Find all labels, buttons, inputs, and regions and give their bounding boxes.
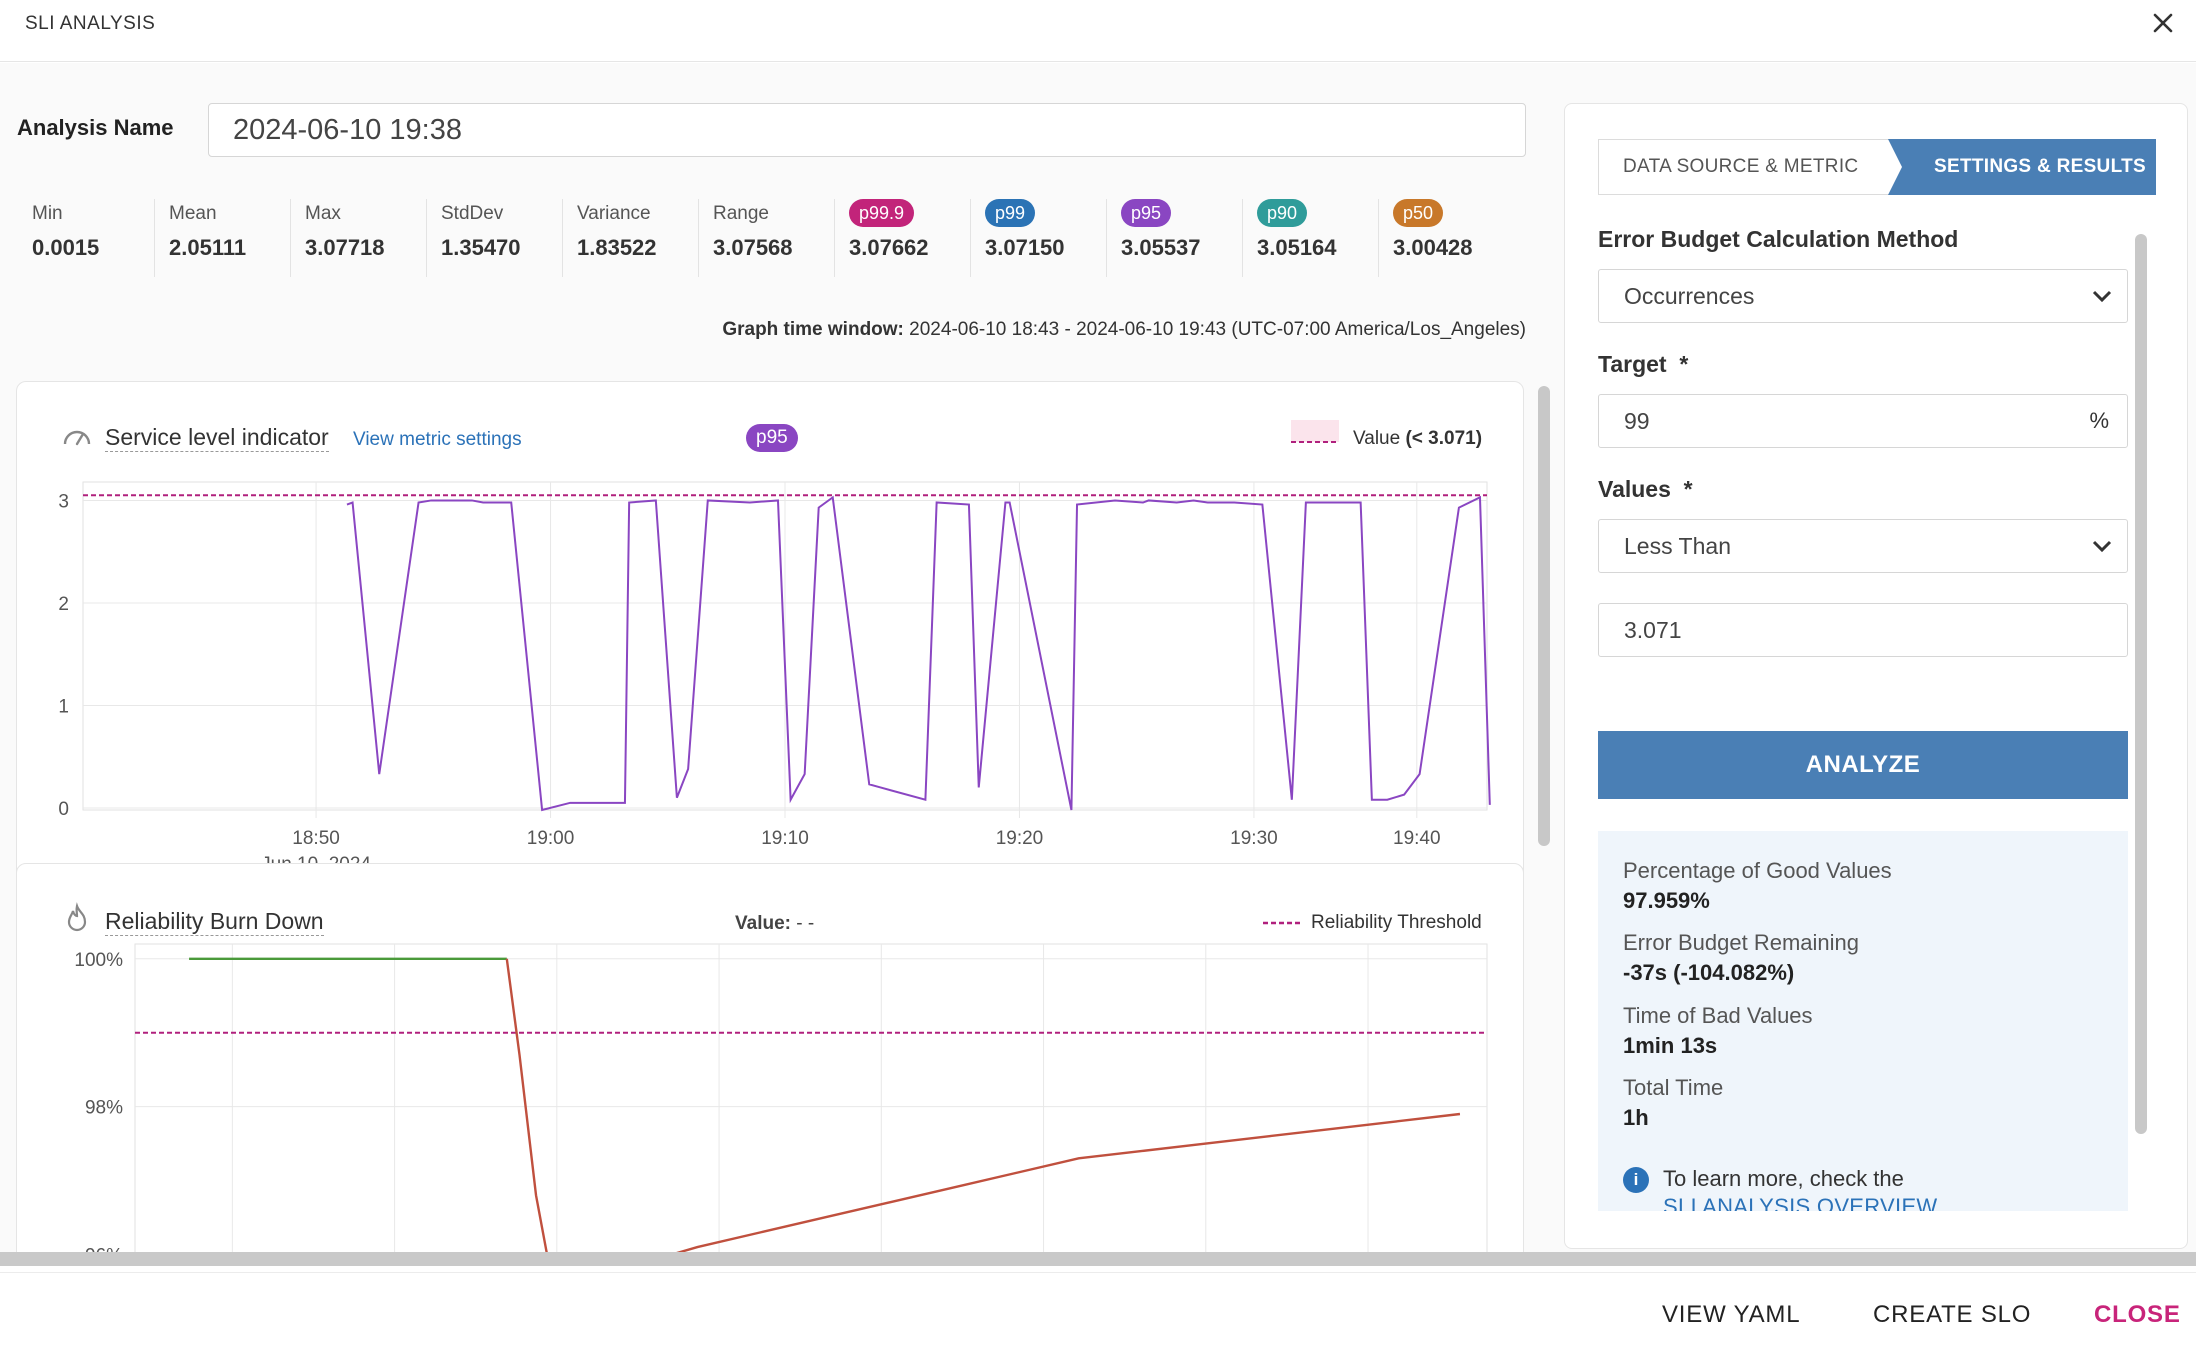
result-error-budget: Error Budget Remaining -37s (-104.082%): [1623, 930, 1860, 985]
required-mark: *: [1683, 476, 1693, 502]
horizontal-scrollbar[interactable]: [0, 1252, 2196, 1266]
p95-chart-badge: p95: [746, 424, 798, 452]
modal-title: SLI ANALYSIS: [25, 13, 156, 34]
analyze-button[interactable]: ANALYZE: [1598, 731, 2128, 799]
values-label: Values *: [1598, 476, 1693, 502]
p99-9-badge: p99.9: [849, 199, 915, 227]
stat-p90: p90 3.05164: [1242, 199, 1378, 277]
close-button[interactable]: CLOSE: [2094, 1301, 2181, 1328]
burn-series-burn: [505, 958, 1461, 1264]
x-tick-label: 19:30: [1230, 828, 1278, 849]
sli-chart-title: Service level indicator: [105, 424, 329, 452]
p99-badge: p99: [985, 199, 1036, 227]
result-bad-time: Time of Bad Values 1min 13s: [1623, 1003, 1813, 1058]
stat-min: Min 0.0015: [32, 203, 100, 260]
close-icon[interactable]: [2148, 8, 2178, 38]
learn-more: i To learn more, check the SLI ANALYSIS O…: [1623, 1166, 1942, 1211]
required-mark: *: [1679, 351, 1689, 377]
method-label: Error Budget Calculation Method: [1598, 226, 1959, 252]
chevron-down-icon: [2092, 540, 2112, 553]
x-tick-label: 19:20: [996, 828, 1044, 849]
legend-swatch: [1291, 420, 1339, 442]
burn-down-title: Reliability Burn Down: [105, 908, 324, 936]
p90-badge: p90: [1257, 199, 1308, 227]
sli-analysis-overview-link[interactable]: SLI ANALYSIS OVERVIEW.: [1663, 1194, 1943, 1211]
settings-panel: DATA SOURCE & METRIC SETTINGS & RESULTS …: [1564, 103, 2188, 1249]
analysis-name-input[interactable]: 2024-06-10 19:38: [208, 103, 1526, 157]
y-tick-label: 1: [58, 697, 69, 718]
values-operator-select[interactable]: Less Than: [1598, 519, 2128, 573]
modal-header: SLI ANALYSIS: [0, 0, 2196, 62]
x-tick-label: 19:40: [1393, 828, 1441, 849]
graph-time-window-label: Graph time window:: [722, 319, 904, 340]
plot-frame: [134, 943, 1488, 1264]
wizard-steps: DATA SOURCE & METRIC SETTINGS & RESULTS: [1598, 139, 2156, 195]
p95-badge: p95: [1121, 199, 1172, 227]
step-settings-results[interactable]: SETTINGS & RESULTS: [1888, 139, 2156, 195]
stats-row: Min 0.0015 Mean 2.05111 Max 3.07718 StdD…: [18, 199, 1528, 277]
stat-p99-9: p99.9 3.07662: [834, 199, 970, 277]
legend-value: Value (< 3.071): [1353, 428, 1483, 449]
stat-stddev: StdDev 1.35470: [426, 199, 562, 277]
results-box: Percentage of Good Values 97.959% Error …: [1598, 831, 2128, 1211]
percent-suffix: %: [2089, 408, 2109, 433]
view-metric-settings-link[interactable]: View metric settings: [353, 429, 522, 450]
panel-scrollbar-thumb[interactable]: [2135, 234, 2147, 1134]
burn-down-card: 100%98%96% Reliability Burn Down Value: …: [16, 863, 1524, 1264]
target-input[interactable]: 99 %: [1598, 394, 2128, 448]
x-tick-label: 19:00: [527, 828, 575, 849]
stat-p99: p99 3.07150: [970, 199, 1106, 277]
view-yaml-button[interactable]: VIEW YAML: [1662, 1301, 1801, 1328]
p50-badge: p50: [1393, 199, 1444, 227]
y-tick-label: 100%: [74, 950, 123, 971]
modal-body: Analysis Name 2024-06-10 19:38 Min 0.001…: [0, 63, 2196, 1264]
graph-time-window-value: 2024-06-10 18:43 - 2024-06-10 19:43 (UTC…: [909, 319, 1526, 340]
y-tick-label: 3: [58, 492, 69, 513]
info-icon: i: [1623, 1167, 1649, 1194]
stat-p50: p50 3.00428: [1378, 199, 1514, 277]
y-tick-label: 98%: [85, 1098, 123, 1119]
left-scrollbar[interactable]: [1538, 386, 1550, 846]
graph-time-window: Graph time window: 2024-06-10 18:43 - 20…: [722, 319, 1526, 341]
y-tick-label: 2: [58, 594, 69, 615]
result-total-time: Total Time 1h: [1623, 1075, 1724, 1130]
stat-mean: Mean 2.05111: [154, 199, 290, 277]
result-good-values: Percentage of Good Values 97.959%: [1623, 858, 1892, 913]
stat-variance: Variance 1.83522: [562, 199, 698, 277]
x-tick-label: 19:10: [761, 828, 809, 849]
reliability-threshold-legend: Reliability Threshold: [1311, 912, 1482, 933]
sli-series-line: [346, 495, 1491, 812]
burn-down-value: Value: - -: [735, 913, 815, 934]
analysis-name-label: Analysis Name: [17, 115, 174, 140]
values-threshold-input[interactable]: 3.071: [1598, 603, 2128, 657]
stat-max: Max 3.07718: [290, 199, 426, 277]
x-tick-label: 18:50: [292, 828, 340, 849]
stat-p95: p95 3.05537: [1106, 199, 1242, 277]
gauge-icon: [63, 430, 91, 446]
footer: VIEW YAML CREATE SLO CLOSE: [0, 1272, 2196, 1350]
chevron-down-icon: [2092, 290, 2112, 303]
target-label: Target *: [1598, 351, 1689, 377]
step-data-source[interactable]: DATA SOURCE & METRIC: [1598, 139, 1898, 195]
panel-scrollbar[interactable]: [2135, 234, 2147, 1274]
y-tick-label: 0: [58, 799, 69, 820]
method-select[interactable]: Occurrences: [1598, 269, 2128, 323]
create-slo-button[interactable]: CREATE SLO: [1873, 1301, 2032, 1328]
stat-range: Range 3.07568: [698, 199, 834, 277]
flame-icon: [67, 902, 87, 932]
